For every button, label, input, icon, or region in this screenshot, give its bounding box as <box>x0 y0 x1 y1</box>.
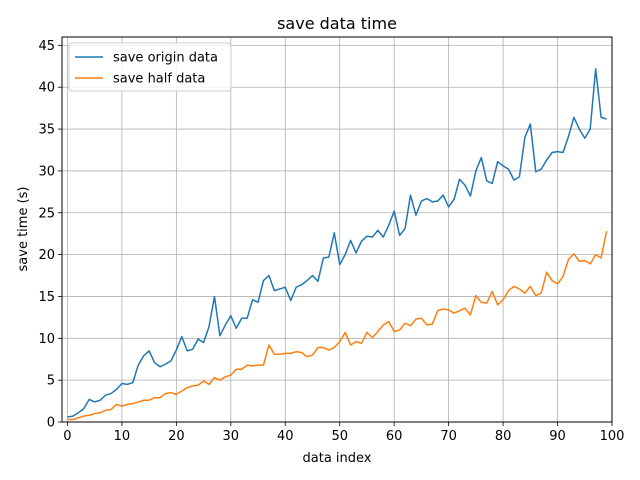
series-lines <box>67 68 608 421</box>
x-tick-label: 10 <box>114 429 131 444</box>
y-tick-label: 5 <box>47 374 55 389</box>
y-axis-ticks: 0 5 10 15 20 25 30 35 40 45 <box>38 39 62 431</box>
legend-label: save half data <box>113 72 205 87</box>
y-tick-label: 30 <box>38 164 55 179</box>
x-tick-label: 100 <box>600 429 625 444</box>
y-tick-label: 35 <box>38 123 55 138</box>
series-line-2 <box>67 231 608 421</box>
legend-label: save origin data <box>113 51 218 66</box>
x-tick-label: 80 <box>495 429 512 444</box>
x-tick-label: 30 <box>223 429 240 444</box>
y-tick-label: 15 <box>38 290 55 305</box>
x-axis-label: data index <box>303 451 372 466</box>
x-axis-ticks: 0 10 20 30 40 50 60 70 80 90 100 <box>63 422 624 444</box>
series-line-1 <box>67 68 607 418</box>
y-tick-label: 40 <box>38 81 55 96</box>
x-tick-label: 40 <box>277 429 294 444</box>
y-tick-label: 25 <box>38 206 55 221</box>
y-tick-label: 0 <box>47 416 55 431</box>
x-tick-label: 60 <box>386 429 403 444</box>
y-tick-label: 10 <box>38 332 55 347</box>
x-tick-label: 0 <box>63 429 71 444</box>
legend-box <box>68 42 232 92</box>
y-tick-label: 45 <box>38 39 55 54</box>
x-tick-label: 70 <box>440 429 457 444</box>
chart-title: save data time <box>277 14 397 33</box>
y-axis-label: save time (s) <box>16 187 31 272</box>
x-tick-label: 50 <box>331 429 348 444</box>
x-tick-label: 90 <box>549 429 566 444</box>
y-tick-label: 20 <box>38 248 55 263</box>
legend: save origin data save half data <box>68 42 232 92</box>
x-tick-label: 20 <box>168 429 185 444</box>
plot-frame <box>61 36 613 423</box>
